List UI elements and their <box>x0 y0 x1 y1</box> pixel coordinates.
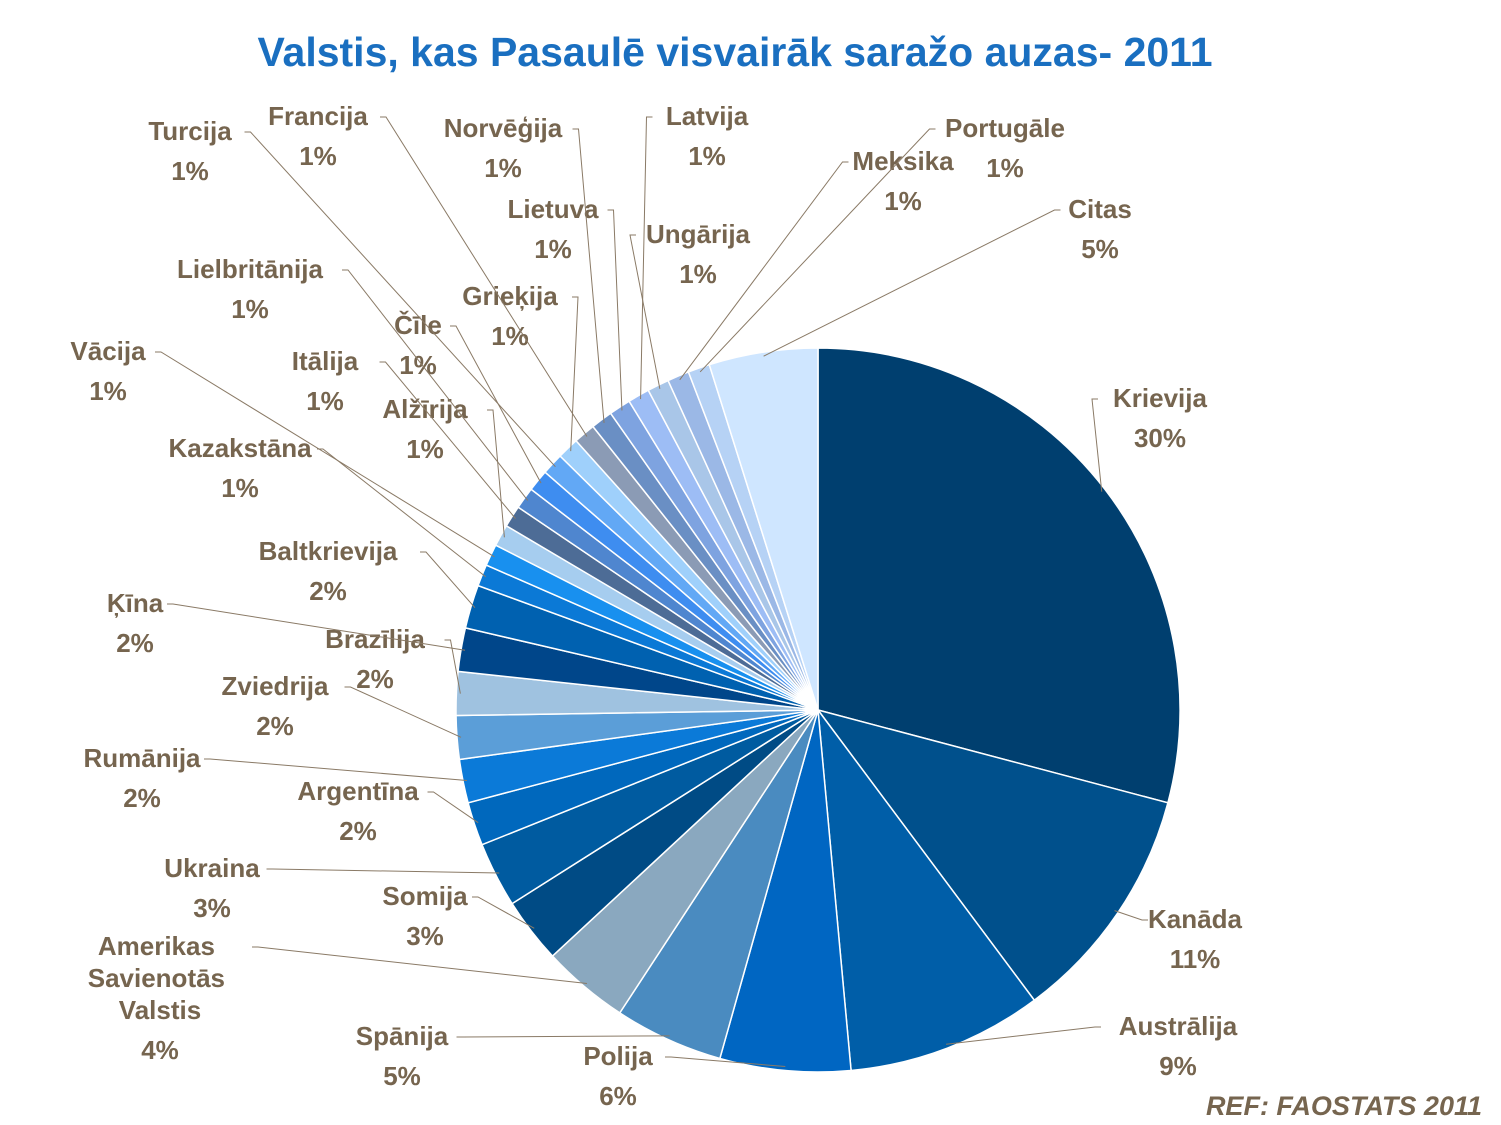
slice-label: Alžīrija <box>382 394 468 424</box>
leader-line <box>572 128 605 424</box>
leader-line <box>665 1056 786 1067</box>
slice-value-label: 2% <box>116 628 154 658</box>
slice-label: Vācija <box>70 336 146 366</box>
leader-line <box>946 1026 1101 1045</box>
slice-value-label: 2% <box>339 816 377 846</box>
slice-label: Turcija <box>148 116 232 146</box>
slice-value-label: 1% <box>89 376 127 406</box>
slice-label: Argentīna <box>297 776 419 806</box>
slice-value-label: 1% <box>406 434 444 464</box>
slice-label: Somija <box>382 881 468 911</box>
slice-value-label: 1% <box>299 141 337 171</box>
slice-label: Baltkrievija <box>259 536 398 566</box>
slice-label: Ungārija <box>646 219 751 249</box>
slice-label: Latvija <box>666 101 749 131</box>
leader-line <box>570 296 579 452</box>
slice-value-label: 1% <box>884 186 922 216</box>
slice-value-label: 2% <box>309 576 347 606</box>
slice-value-label: 5% <box>1081 234 1119 264</box>
slice-label: Brazīlija <box>325 624 425 654</box>
leader-line <box>640 116 653 400</box>
pie-slice <box>817 347 1181 804</box>
leader-line <box>629 234 661 389</box>
slice-value-label: 1% <box>679 259 717 289</box>
slice-label: Francija <box>268 101 368 131</box>
leader-line <box>420 551 476 609</box>
pie-slice <box>817 707 1036 1072</box>
slice-value-label: 1% <box>491 321 529 351</box>
slice-label: Lietuva <box>507 194 599 224</box>
leader-line <box>763 209 1061 357</box>
slice-value-label: 1% <box>986 153 1024 183</box>
slice-label: Rumānija <box>83 743 201 773</box>
slice-value-label: 30% <box>1134 423 1186 453</box>
leader-line <box>444 639 461 694</box>
slice-value-label: 2% <box>123 783 161 813</box>
slice-value-label: 11% <box>1170 944 1221 974</box>
leader-line <box>487 409 505 538</box>
leader-line <box>699 128 936 373</box>
leader-line <box>167 603 466 651</box>
slice-value-label: 1% <box>221 473 259 503</box>
slice-label: Norvēģija <box>444 113 563 143</box>
leader-line <box>344 686 462 738</box>
pie-slice <box>816 708 1169 1002</box>
slice-label: Amerikas Savienotās Valstis <box>88 931 233 1025</box>
slice-value-label: 1% <box>306 386 344 416</box>
slice-label: Krievija <box>1113 383 1207 413</box>
slice-value-label: 2% <box>256 711 294 741</box>
leader-line <box>379 361 516 519</box>
leader-line <box>155 351 495 558</box>
slice-label: Polija <box>583 1041 653 1071</box>
leader-line <box>472 896 535 929</box>
slice-label: Itālija <box>292 346 359 376</box>
leader-line <box>204 758 468 782</box>
slice-value-label: 9% <box>1159 1051 1197 1081</box>
slice-value-label: 1% <box>231 294 269 324</box>
slice-label: Spānija <box>356 1021 449 1051</box>
leader-line <box>1091 398 1103 492</box>
slice-value-label: 1% <box>484 153 522 183</box>
leader-line <box>244 131 556 468</box>
chart-title: Valstis, kas Pasaulē visvairāk saražo au… <box>257 29 1212 75</box>
slice-value-label: 1% <box>171 156 209 186</box>
slice-label: Zviedrija <box>222 671 329 701</box>
leader-line <box>456 1035 670 1038</box>
source-note: REF: FAOSTATS 2011 <box>1206 1091 1482 1121</box>
pie-slice <box>708 347 819 711</box>
slice-value-label: 2% <box>356 664 394 694</box>
slice-value-label: 6% <box>599 1081 637 1111</box>
leader-line <box>450 325 542 484</box>
slice-value-label: 1% <box>534 234 572 264</box>
slice-value-label: 4% <box>141 1035 179 1065</box>
leader-line <box>342 269 529 501</box>
slice-label: Citas <box>1068 194 1132 224</box>
pie-slice <box>718 709 852 1073</box>
slice-label: Kazakstāna <box>168 433 312 463</box>
leader-line <box>380 116 588 437</box>
slice-label: Austrālija <box>1119 1011 1238 1041</box>
slice-value-label: 3% <box>193 893 231 923</box>
leader-line <box>1114 910 1148 921</box>
slice-label: Lielbritānija <box>177 254 323 284</box>
slice-label: Grieķija <box>462 281 558 311</box>
leader-line <box>266 868 500 874</box>
slice-label: Ķīna <box>107 588 164 618</box>
slice-label: Čīle <box>394 310 442 340</box>
leader-line <box>607 209 623 411</box>
slice-value-label: 3% <box>406 921 444 951</box>
slice-label: Kanāda <box>1148 904 1242 934</box>
slice-label: Portugāle <box>945 113 1065 143</box>
slice-value-label: 5% <box>383 1061 421 1091</box>
slice-value-label: 1% <box>688 141 726 171</box>
leader-line <box>427 791 479 824</box>
slice-label: Ukraina <box>164 853 260 883</box>
leader-line <box>679 161 849 381</box>
slice-value-label: 1% <box>399 350 437 380</box>
leader-line <box>252 946 588 984</box>
slice-label: Meksika <box>852 146 954 176</box>
